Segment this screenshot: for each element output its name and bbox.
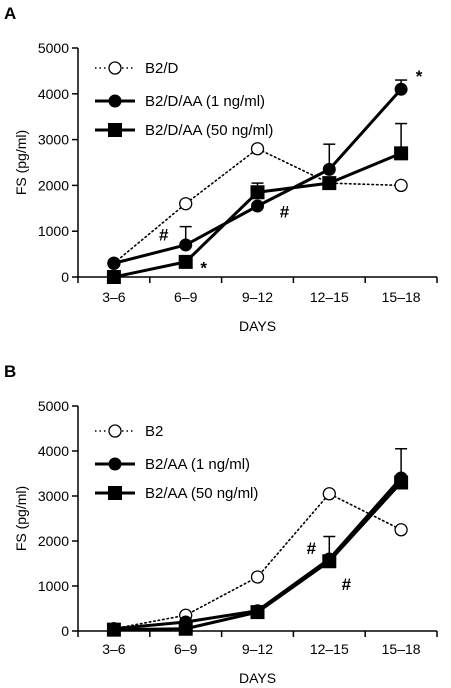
x-tick-label: 9–12 xyxy=(242,641,273,657)
x-axis-title: DAYS xyxy=(239,670,276,686)
legend-marker xyxy=(108,94,122,108)
x-tick-label: 12–15 xyxy=(310,289,349,305)
x-tick-label: 15–18 xyxy=(382,641,421,657)
data-point xyxy=(106,270,121,284)
legend-label: B2/AA (50 ng/ml) xyxy=(145,485,258,502)
x-tick-label: 9–12 xyxy=(242,289,273,305)
data-point xyxy=(106,622,121,637)
data-point xyxy=(178,621,193,636)
data-point xyxy=(394,178,408,193)
data-point xyxy=(179,238,193,252)
legend-label: B2 xyxy=(145,423,163,440)
data-point xyxy=(250,605,265,620)
data-point xyxy=(394,146,409,161)
x-tick-label: 15–18 xyxy=(382,289,421,305)
y-tick-label: 0 xyxy=(61,623,69,639)
significance-marker: * xyxy=(200,258,207,277)
chart-panel-a: A 0 1000 2000 3000 4000 5000 3–6 6–9 9–12 12–15 15–… xyxy=(4,4,438,334)
data-point xyxy=(322,176,337,191)
data-point xyxy=(179,197,193,211)
significance-marker: # xyxy=(280,202,290,221)
data-point xyxy=(250,185,265,200)
x-tick-label: 6–9 xyxy=(174,289,198,305)
data-point xyxy=(250,570,265,584)
y-tick-label: 0 xyxy=(61,269,69,285)
data-point xyxy=(322,554,337,569)
series-line xyxy=(112,87,403,265)
data-point xyxy=(394,475,409,490)
data-point xyxy=(107,256,121,270)
panel-letter: B xyxy=(4,362,16,381)
legend: B2 B2/AA (1 ng/ml) B2/AA (50 ng/ml) xyxy=(95,423,258,502)
data-point xyxy=(178,254,193,269)
legend-label: B2/D/AA (1 ng/ml) xyxy=(145,93,265,110)
legend-label: B2/AA (1 ng/ml) xyxy=(145,456,250,473)
y-tick-label: 5000 xyxy=(38,398,69,414)
y-tick-label: 2000 xyxy=(38,533,69,549)
panel-letter: A xyxy=(4,4,16,23)
y-tick-label: 2000 xyxy=(38,177,69,193)
significance-marker: # xyxy=(159,225,169,244)
legend-label: B2/D/AA (50 ng/ml) xyxy=(145,122,273,139)
series-line xyxy=(112,151,403,279)
significance-marker: # xyxy=(307,539,317,558)
significance-marker: * xyxy=(416,67,423,86)
y-tick-label: 1000 xyxy=(38,223,69,239)
y-tick-label: 4000 xyxy=(38,443,69,459)
x-tick-label: 6–9 xyxy=(174,641,198,657)
chart-panel-b: B 0 1000 2000 3000 4000 5000 3–6 6–9 9–12 12–15 15–… xyxy=(4,362,438,686)
y-tick-label: 3000 xyxy=(38,132,69,148)
data-point xyxy=(251,199,264,213)
legend-marker xyxy=(108,457,122,471)
series-line xyxy=(113,147,402,265)
legend-marker xyxy=(108,123,122,137)
data-point xyxy=(394,82,408,96)
legend-marker xyxy=(108,61,122,75)
x-tick-label: 3–6 xyxy=(102,641,126,657)
y-tick-label: 5000 xyxy=(38,40,69,56)
y-tick-label: 4000 xyxy=(38,86,69,102)
legend: B2/D B2/D/AA (1 ng/ml) B2/D/AA (50 ng/ml) xyxy=(95,60,273,139)
x-tick-label: 3–6 xyxy=(102,289,126,305)
y-tick-label: 3000 xyxy=(38,488,69,504)
data-point xyxy=(322,487,336,501)
series-3 xyxy=(106,475,409,637)
legend-marker xyxy=(108,486,122,500)
data-point xyxy=(250,142,265,156)
series-3 xyxy=(106,122,409,284)
significance-marker: # xyxy=(342,575,352,594)
data-point xyxy=(394,523,408,537)
y-axis-title: FS (pg/ml) xyxy=(13,486,29,551)
series-2 xyxy=(107,79,408,270)
legend-marker xyxy=(108,424,122,438)
y-tick-label: 1000 xyxy=(38,578,69,594)
data-point xyxy=(322,162,336,176)
legend-label: B2/D xyxy=(145,60,179,77)
x-axis-title: DAYS xyxy=(239,318,276,334)
x-tick-label: 12–15 xyxy=(310,641,349,657)
y-axis-title: FS (pg/ml) xyxy=(13,130,29,195)
